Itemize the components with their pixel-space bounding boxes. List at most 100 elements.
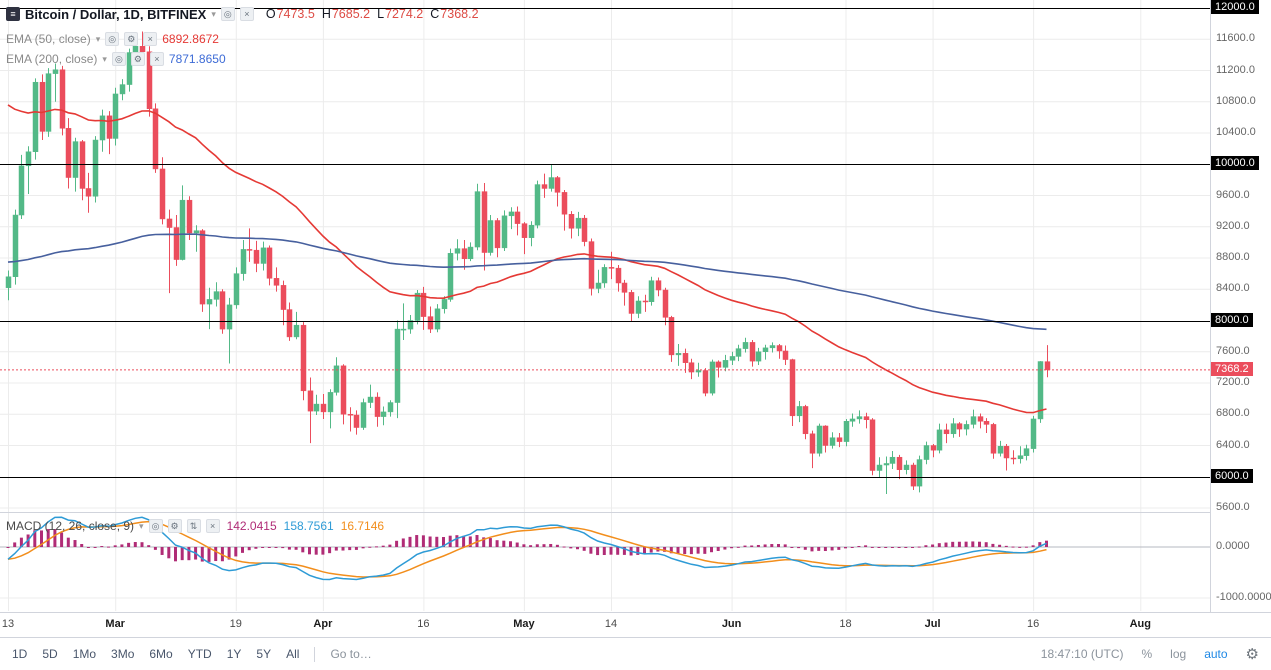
toolbar-divider <box>314 646 316 662</box>
chart-canvas[interactable] <box>0 0 1210 612</box>
price-axis-label: 6800.0 <box>1216 407 1250 419</box>
ohlc-label: H <box>321 7 331 21</box>
eye-icon[interactable]: ◎ <box>148 519 163 533</box>
symbol-menu-icon[interactable]: ≡ <box>6 7 20 21</box>
range-1d[interactable]: 1D <box>12 647 28 661</box>
time-axis-label: 16 <box>1026 618 1040 630</box>
macd-line <box>7 516 1047 581</box>
move-pane-icon[interactable]: ⇅ <box>186 519 201 533</box>
price-level-badge: 6000.0 <box>1211 469 1253 483</box>
goto-button[interactable]: Go to… <box>330 647 372 661</box>
ema200-label[interactable]: EMA (200, close) <box>6 52 98 66</box>
indicator-legend-ema200: EMA (200, close) ▾ ◎ ⚙ × 7871.8650 <box>6 51 226 67</box>
gear-icon[interactable]: ⚙ <box>124 32 139 46</box>
price-level-badge: 8000.0 <box>1211 313 1253 327</box>
eye-icon[interactable]: ◎ <box>220 7 235 21</box>
ohlc-value: 7368.2 <box>440 7 479 21</box>
ema50-value: 6892.8672 <box>162 32 219 46</box>
range-3mo[interactable]: 3Mo <box>111 647 135 661</box>
price-axis-label: 5600.0 <box>1216 501 1250 513</box>
ema50-line <box>7 104 1047 414</box>
candles <box>5 31 1051 494</box>
indicator-legend-macd: MACD (12, 26, close, 9) ▾ ◎ ⚙ ⇅ × 142.04… <box>6 518 384 534</box>
ohlc-value: 7274.2 <box>385 7 424 21</box>
ema200-value: 7871.8650 <box>168 52 226 66</box>
macd-axis-label: 0.0000 <box>1216 540 1250 552</box>
range-6mo[interactable]: 6Mo <box>149 647 173 661</box>
close-icon[interactable]: × <box>149 52 164 66</box>
price-axis-label: 6400.0 <box>1216 439 1250 451</box>
price-axis-label: 7600.0 <box>1216 345 1250 357</box>
macd-line-value: 158.7561 <box>283 519 334 533</box>
range-all[interactable]: All <box>286 647 300 661</box>
price-axis-label: 8800.0 <box>1216 251 1250 263</box>
price-axis-label: 9200.0 <box>1216 220 1250 232</box>
close-icon[interactable]: × <box>239 7 254 21</box>
macd-signal-value: 16.7146 <box>340 519 385 533</box>
range-1y[interactable]: 1Y <box>226 647 242 661</box>
last-price-badge: 7368.2 <box>1211 362 1253 376</box>
series-legend: ≡ Bitcoin / Dollar, 1D, BITFINEX ▾ ◎ × O… <box>6 6 479 22</box>
price-axis-label: 11200.0 <box>1216 64 1255 76</box>
time-axis-label: Jul <box>924 618 941 630</box>
close-icon[interactable]: × <box>143 32 158 46</box>
chevron-down-icon[interactable]: ▾ <box>95 33 101 44</box>
ohlc-values: O 7473.5 H 7685.2 L 7274.2 C 7368.2 <box>259 7 479 21</box>
ema50-label[interactable]: EMA (50, close) <box>6 32 91 46</box>
clock: 18:47:10 (UTC) <box>1040 647 1124 661</box>
time-axis[interactable]: 13 Mar 19 Apr 16 May 14 Jun 18 Jul 16 Aug <box>0 612 1271 637</box>
gridlines <box>0 0 1210 611</box>
time-axis-label: Mar <box>105 618 125 630</box>
price-level-badge: 10000.0 <box>1211 156 1259 170</box>
percent-scale-button[interactable]: % <box>1141 647 1153 661</box>
eye-icon[interactable]: ◎ <box>105 32 120 46</box>
chevron-down-icon[interactable]: ▾ <box>102 53 107 64</box>
macd-pane <box>6 516 1048 581</box>
gear-icon[interactable]: ⚙ <box>167 519 182 533</box>
auto-scale-button[interactable]: auto <box>1204 647 1228 661</box>
macd-label[interactable]: MACD (12, 26, close, 9) <box>6 519 135 533</box>
range-5d[interactable]: 5D <box>42 647 58 661</box>
ohlc-value: 7685.2 <box>331 7 371 21</box>
chevron-down-icon[interactable]: ▾ <box>139 520 144 531</box>
price-axis-label: 10400.0 <box>1216 126 1256 138</box>
indicator-legend-ema50: EMA (50, close) ▾ ◎ ⚙ × 6892.8672 <box>6 31 219 47</box>
time-axis-label: Apr <box>313 618 333 630</box>
ohlc-label: L <box>377 7 385 21</box>
range-buttons: 1D 5D 1Mo 3Mo 6Mo YTD 1Y 5Y All Go to… <box>12 646 372 662</box>
ema200-line <box>7 233 1047 331</box>
macd-hist-value: 142.0415 <box>226 519 277 533</box>
price-axis[interactable]: 12000.0 11600.0 11200.0 10800.0 10400.0 10000… <box>1210 0 1271 612</box>
toolbar-right: 18:47:10 (UTC) % log auto ⚙ <box>1041 645 1259 663</box>
time-axis-label: May <box>513 618 535 630</box>
chevron-down-icon[interactable]: ▾ <box>211 8 216 19</box>
ohlc-label: O <box>265 7 276 21</box>
bottom-toolbar: 1D 5D 1Mo 3Mo 6Mo YTD 1Y 5Y All Go to… 18:47:10 … <box>0 637 1271 670</box>
log-scale-button[interactable]: log <box>1170 647 1187 661</box>
ohlc-value: 7473.5 <box>276 7 315 21</box>
settings-gear-icon[interactable]: ⚙ <box>1245 646 1259 663</box>
time-axis-label: 13 <box>1 618 15 630</box>
range-5y[interactable]: 5Y <box>256 647 272 661</box>
time-axis-label: Aug <box>1129 618 1151 630</box>
symbol-title[interactable]: Bitcoin / Dollar, 1D, BITFINEX <box>25 6 207 22</box>
macd-axis-label: -1000.0000 <box>1216 591 1271 603</box>
time-axis-label: Jun <box>721 618 742 630</box>
gear-icon[interactable]: ⚙ <box>130 52 145 66</box>
price-axis-label: 9600.0 <box>1216 189 1250 201</box>
time-axis-label: 18 <box>839 618 852 630</box>
eye-icon[interactable]: ◎ <box>111 52 126 66</box>
range-ytd[interactable]: YTD <box>187 647 212 661</box>
ohlc-label: C <box>430 7 440 21</box>
price-axis-label: 10800.0 <box>1216 95 1256 107</box>
price-axis-label: 11600.0 <box>1216 32 1255 44</box>
price-axis-label: 7200.0 <box>1216 376 1250 388</box>
price-axis-label: 8400.0 <box>1216 282 1250 294</box>
time-axis-label: 16 <box>417 618 430 630</box>
price-level-badge: 12000.0 <box>1211 0 1259 14</box>
range-list: 1D 5D 1Mo 3Mo 6Mo YTD 1Y 5Y All <box>12 647 299 661</box>
time-axis-label: 14 <box>604 618 618 630</box>
close-icon[interactable]: × <box>205 519 220 533</box>
range-1mo[interactable]: 1Mo <box>72 647 97 661</box>
